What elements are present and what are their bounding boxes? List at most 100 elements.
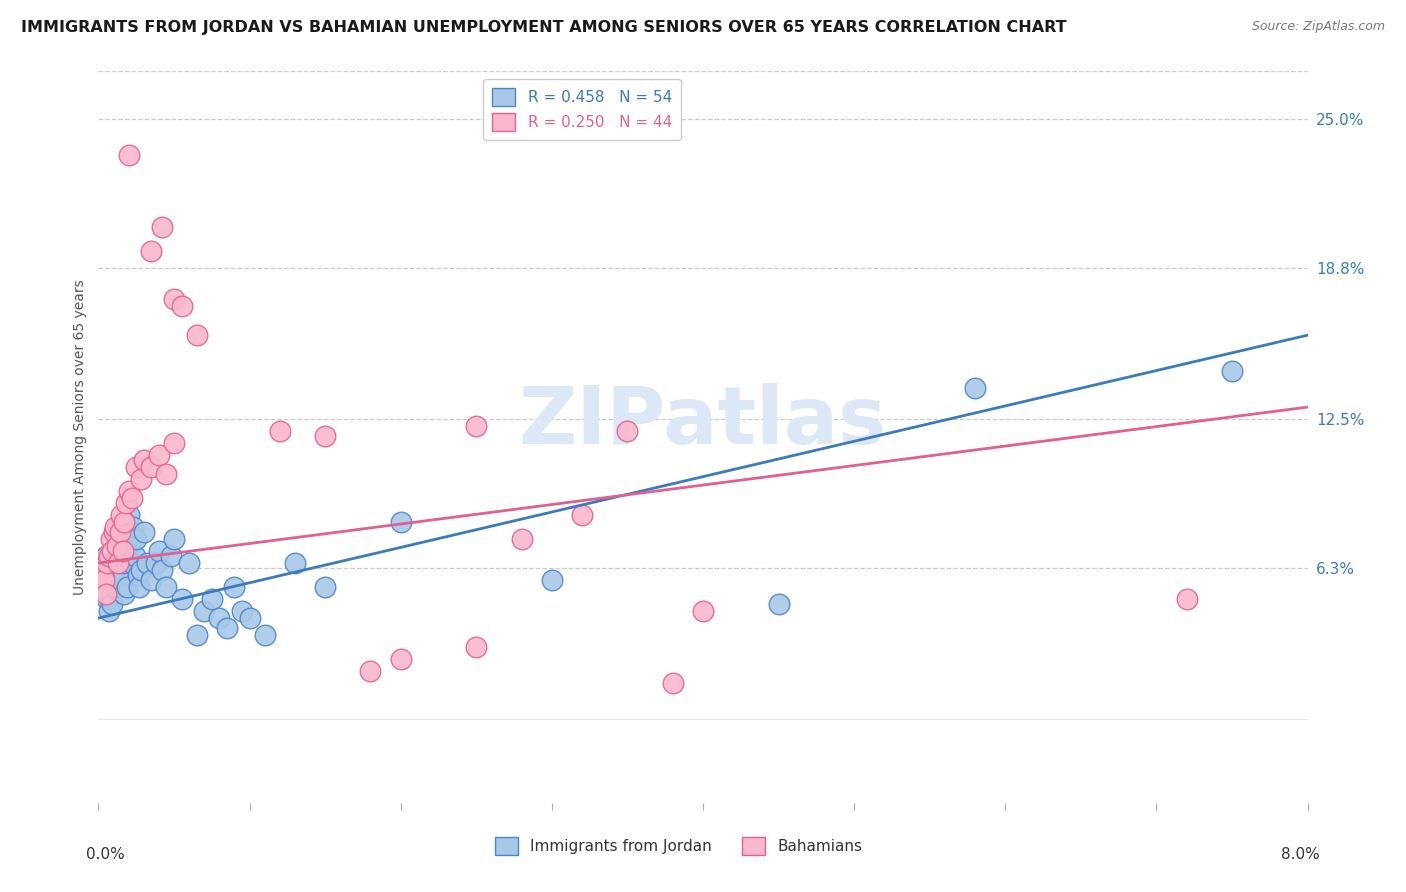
- Point: [105, 544, 128, 558]
- Point: [114, 549, 136, 563]
- Point: [179, 556, 201, 570]
- Legend: Immigrants from Jordan, Bahamians: Immigrants from Jordan, Bahamians: [489, 831, 869, 861]
- Point: [103, 524, 125, 539]
- Point: [104, 580, 127, 594]
- Point: [107, 556, 129, 570]
- Text: IMMIGRANTS FROM JORDAN VS BAHAMIAN UNEMPLOYMENT AMONG SENIORS OVER 65 YEARS CORR: IMMIGRANTS FROM JORDAN VS BAHAMIAN UNEMP…: [21, 20, 1067, 35]
- Point: [105, 539, 128, 553]
- Point: [965, 381, 987, 395]
- Point: [93, 573, 115, 587]
- Point: [110, 508, 132, 522]
- Point: [768, 597, 790, 611]
- Point: [1220, 364, 1243, 378]
- Point: [128, 580, 150, 594]
- Point: [132, 524, 155, 539]
- Point: [122, 520, 145, 534]
- Point: [115, 580, 138, 594]
- Point: [170, 299, 193, 313]
- Point: [110, 532, 132, 546]
- Text: Source: ZipAtlas.com: Source: ZipAtlas.com: [1251, 20, 1385, 33]
- Point: [125, 532, 148, 546]
- Point: [150, 220, 173, 235]
- Point: [100, 587, 122, 601]
- Point: [120, 539, 142, 553]
- Point: [111, 544, 134, 558]
- Point: [215, 621, 238, 635]
- Point: [112, 587, 135, 601]
- Text: 8.0%: 8.0%: [1281, 847, 1320, 862]
- Point: [101, 597, 124, 611]
- Point: [107, 568, 129, 582]
- Point: [150, 563, 173, 577]
- Point: [124, 549, 146, 563]
- Point: [253, 628, 276, 642]
- Text: ZIPatlas: ZIPatlas: [519, 384, 887, 461]
- Point: [114, 496, 136, 510]
- Point: [239, 611, 262, 625]
- Y-axis label: Unemployment Among Seniors over 65 years: Unemployment Among Seniors over 65 years: [73, 279, 87, 595]
- Point: [314, 580, 336, 594]
- Point: [94, 587, 117, 601]
- Point: [98, 604, 121, 618]
- Point: [132, 453, 155, 467]
- Point: [284, 556, 307, 570]
- Point: [389, 515, 412, 529]
- Point: [571, 508, 593, 522]
- Point: [661, 676, 683, 690]
- Point: [118, 508, 141, 522]
- Point: [201, 591, 224, 606]
- Point: [510, 532, 533, 546]
- Point: [193, 604, 215, 618]
- Point: [465, 419, 488, 434]
- Point: [108, 524, 131, 539]
- Point: [360, 664, 382, 678]
- Point: [127, 568, 149, 582]
- Point: [141, 573, 163, 587]
- Point: [118, 483, 141, 498]
- Point: [121, 491, 143, 506]
- Point: [389, 652, 412, 666]
- Point: [231, 604, 253, 618]
- Point: [96, 591, 118, 606]
- Point: [121, 556, 143, 570]
- Point: [112, 515, 135, 529]
- Point: [98, 549, 121, 563]
- Text: 0.0%: 0.0%: [86, 847, 125, 862]
- Point: [1175, 591, 1198, 606]
- Point: [186, 328, 208, 343]
- Point: [100, 532, 122, 546]
- Point: [465, 640, 488, 654]
- Point: [314, 429, 336, 443]
- Point: [90, 580, 112, 594]
- Point: [94, 549, 117, 563]
- Point: [692, 604, 714, 618]
- Point: [141, 460, 163, 475]
- Point: [155, 467, 177, 482]
- Point: [118, 148, 141, 162]
- Point: [224, 580, 246, 594]
- Point: [103, 556, 125, 570]
- Point: [160, 549, 183, 563]
- Point: [111, 556, 134, 570]
- Point: [91, 568, 114, 582]
- Point: [148, 544, 170, 558]
- Point: [163, 532, 186, 546]
- Point: [104, 520, 127, 534]
- Point: [90, 573, 112, 587]
- Point: [91, 563, 114, 577]
- Point: [208, 611, 231, 625]
- Point: [93, 580, 115, 594]
- Point: [186, 628, 208, 642]
- Point: [155, 580, 177, 594]
- Point: [616, 424, 638, 438]
- Point: [96, 556, 118, 570]
- Point: [148, 448, 170, 462]
- Point: [163, 436, 186, 450]
- Point: [141, 244, 163, 259]
- Point: [129, 472, 152, 486]
- Point: [135, 556, 157, 570]
- Point: [145, 556, 167, 570]
- Point: [163, 292, 186, 306]
- Point: [125, 460, 148, 475]
- Point: [269, 424, 291, 438]
